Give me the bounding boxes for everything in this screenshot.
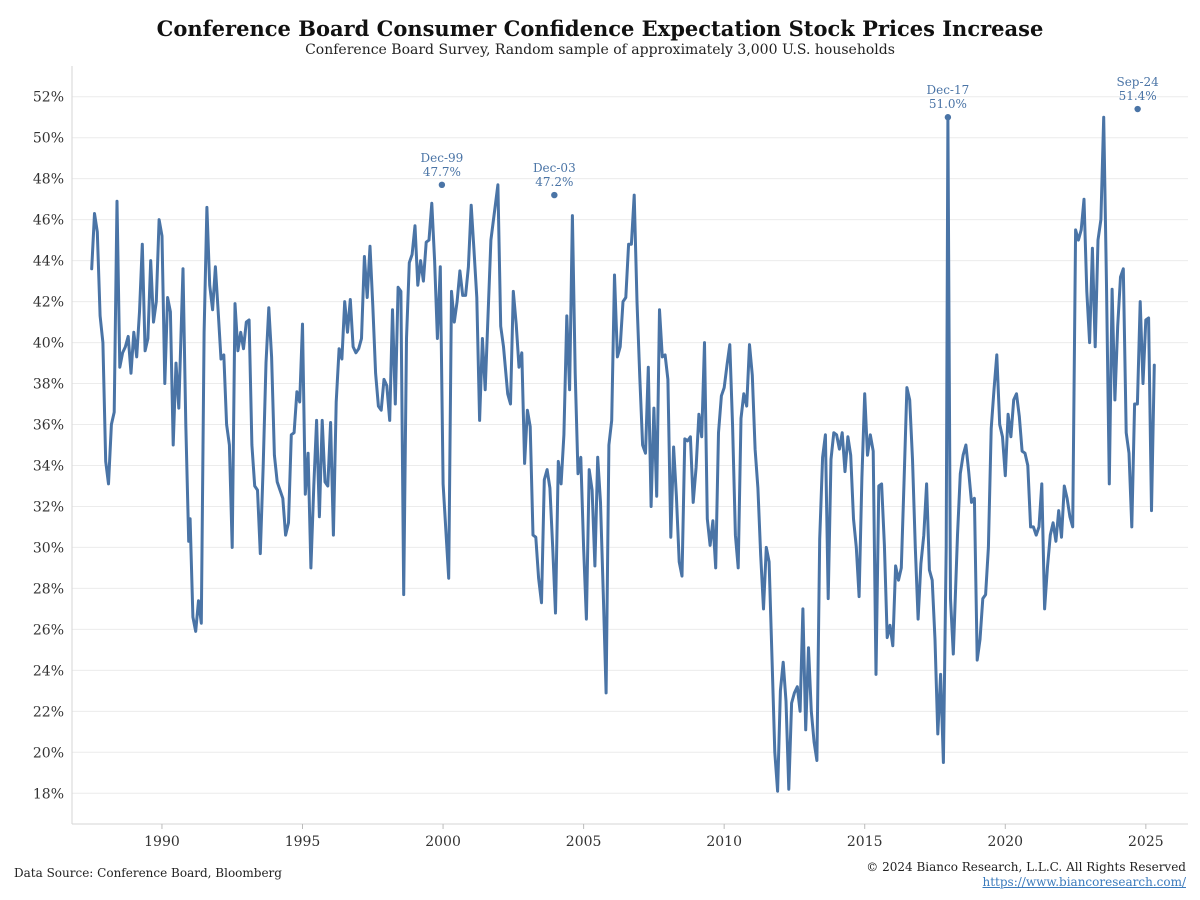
data-source-note: Data Source: Conference Board, Bloomberg [14,866,282,880]
annotation-date: Dec-17 [926,83,969,97]
y-axis-ticks: 18% 20% 22% 24% 26% 28% 30% 32% 34% 36% 38% 40% 42% 4… [33,90,64,803]
y-tick-label: 26% [33,622,64,638]
y-tick-label: 24% [33,663,64,679]
y-tick-label: 46% [33,213,64,229]
axes [71,66,1188,825]
chart-title: Conference Board Consumer Confidence Exp… [156,16,1044,41]
website-link[interactable]: https://www.biancoresearch.com/ [982,875,1186,889]
x-tick-label: 2020 [987,834,1023,850]
y-tick-label: 32% [33,499,64,515]
x-tick-label: 2005 [566,834,602,850]
x-tick-label: 2010 [706,834,742,850]
x-tick-label: 1990 [144,834,180,850]
annotation-date: Dec-03 [533,161,576,175]
y-tick-label: 44% [33,254,64,270]
chart-subtitle: Conference Board Survey, Random sample o… [305,42,895,58]
annotation-value: 51.4% [1119,89,1157,103]
annotation-date: Dec-99 [421,151,464,165]
y-tick-label: 42% [33,295,64,311]
annotation-marker [438,181,446,189]
series-line [90,115,1156,793]
y-tick-label: 34% [33,458,64,474]
y-tick-label: 40% [33,336,64,352]
annotation-marker [551,191,558,199]
x-tick-label: 2025 [1128,834,1164,850]
x-tick-label: 2000 [425,834,461,850]
x-tick-label: 2015 [847,834,883,850]
annotation-value: 47.7% [423,165,461,179]
y-tick-label: 20% [33,745,64,761]
annotation-marker [944,114,952,121]
annotation-value: 47.2% [535,175,573,189]
y-tick-label: 18% [33,786,64,802]
x-axis-ticks: 1990 1995 2000 2005 2010 2015 2020 2025 [144,824,1164,850]
y-tick-label: 52% [33,90,64,106]
y-tick-label: 22% [33,704,64,720]
series-layer [90,115,1156,793]
y-tick-label: 48% [33,172,64,188]
annotation-marker [1134,105,1141,113]
annotation-value: 51.0% [929,97,967,111]
x-tick-label: 1995 [285,834,321,850]
y-tick-label: 30% [33,540,64,556]
copyright-note: © 2024 Bianco Research, L.L.C. All Right… [866,860,1186,874]
y-tick-label: 38% [33,377,64,393]
annotation-date: Sep-24 [1116,75,1159,89]
y-tick-label: 50% [33,131,64,147]
gridlines [72,96,1188,794]
y-tick-label: 28% [33,581,64,597]
y-tick-label: 36% [33,418,64,434]
